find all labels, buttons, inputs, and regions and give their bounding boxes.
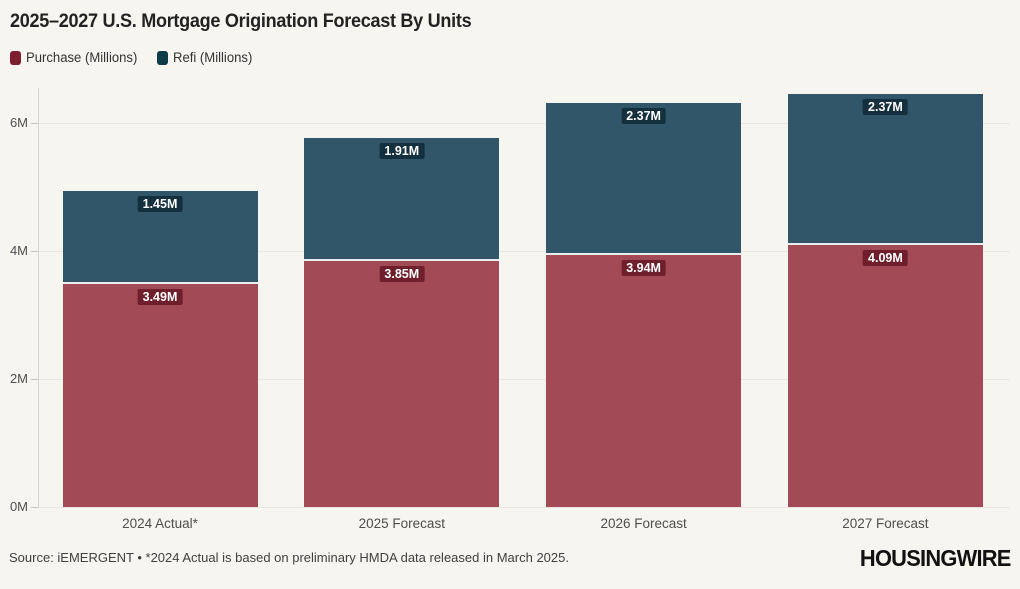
bar-value-label: 2.37M [621,108,666,125]
legend-swatch-icon [10,50,21,65]
bar-segment-refi: 2.37M [546,103,742,255]
legend-item: Refi (Millions) [156,50,255,65]
bar-value-label: 1.91M [379,143,425,160]
y-tick-label: 4M [9,243,28,258]
gridline [38,251,1010,252]
bar-segment-purchase: 3.49M [62,283,258,507]
y-axis-line [38,88,39,507]
gridline [38,379,1010,380]
bar-segment-purchase: 3.94M [546,254,742,507]
x-axis-label: 2027 Forecast [842,516,929,531]
legend: Purchase (Millions) Refi (Millions) [10,50,255,65]
gridline [38,123,1010,124]
housingwire-logo: HOUSINGWIRE [860,545,1011,571]
bar-value-label: 3.85M [379,265,425,282]
x-axis-label: 2026 Forecast [600,516,687,531]
bar-segment-purchase: 4.09M [787,245,983,507]
source-note: Source: iEMERGENT • *2024 Actual is base… [9,550,569,565]
y-tick-label: 0M [9,499,28,514]
legend-swatch-icon [156,50,168,65]
bar-segment-refi: 2.37M [787,93,983,246]
gridline [38,507,1010,508]
bar-value-label: 3.49M [137,288,183,305]
bar-segment-refi: 1.45M [62,190,258,284]
bar-segment-purchase: 3.85M [304,260,500,507]
y-axis-tick [31,123,38,124]
bar-value-label: 3.94M [621,259,666,276]
x-axis-label: 2025 Forecast [358,516,445,531]
y-tick-label: 6M [9,115,28,130]
legend-item: Purchase (Millions) [10,50,141,65]
y-tick-label: 2M [9,371,28,386]
legend-label: Purchase (Millions) [26,50,138,65]
legend-label: Refi (Millions) [172,50,253,65]
y-axis-tick [31,507,38,508]
bar-value-label: 4.09M [863,250,908,267]
y-axis-tick [31,251,38,252]
bar-value-label: 2.37M [863,98,908,115]
y-axis-tick [31,379,38,380]
x-axis-label: 2024 Actual* [122,516,198,531]
bar-value-label: 1.45M [137,195,183,212]
chart-title: 2025–2027 U.S. Mortgage Origination Fore… [10,11,472,32]
bar-segment-refi: 1.91M [304,138,500,261]
